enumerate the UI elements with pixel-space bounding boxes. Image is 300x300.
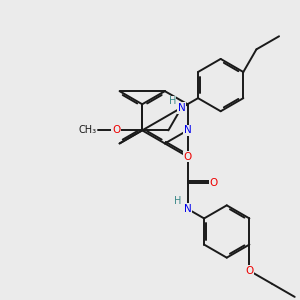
Text: O: O — [209, 178, 218, 188]
Text: H: H — [174, 196, 182, 206]
Text: N: N — [184, 125, 191, 135]
Text: N: N — [178, 103, 185, 113]
Text: O: O — [183, 152, 192, 161]
Text: O: O — [245, 266, 253, 276]
Text: N: N — [184, 204, 191, 214]
Text: O: O — [112, 125, 120, 135]
Text: CH₃: CH₃ — [78, 125, 96, 135]
Text: H: H — [169, 96, 176, 106]
